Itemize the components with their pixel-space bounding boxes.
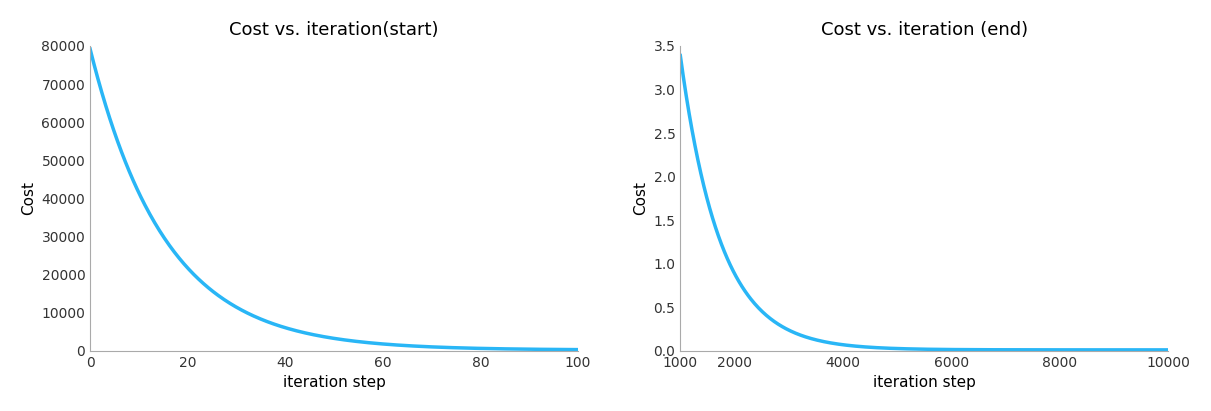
Y-axis label: Cost: Cost <box>21 181 36 215</box>
Title: Cost vs. iteration(start): Cost vs. iteration(start) <box>229 21 438 39</box>
X-axis label: iteration step: iteration step <box>282 375 385 390</box>
X-axis label: iteration step: iteration step <box>873 375 976 390</box>
Title: Cost vs. iteration (end): Cost vs. iteration (end) <box>821 21 1028 39</box>
Y-axis label: Cost: Cost <box>633 181 648 215</box>
